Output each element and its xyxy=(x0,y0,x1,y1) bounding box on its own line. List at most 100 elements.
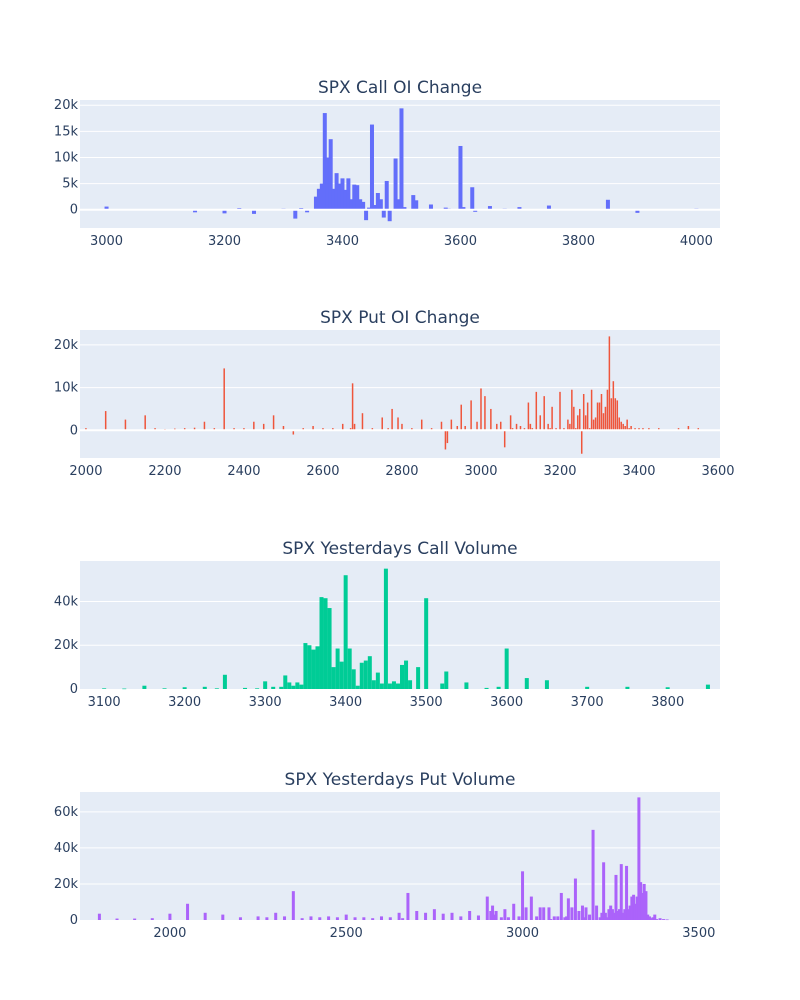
chart-title: SPX Put OI Change xyxy=(320,308,480,328)
bar xyxy=(375,192,380,210)
bar xyxy=(295,682,300,689)
bar xyxy=(203,912,207,920)
bar xyxy=(293,209,298,219)
x-tick-label: 2800 xyxy=(385,464,418,479)
bar xyxy=(602,862,606,920)
bar xyxy=(619,864,623,920)
bar xyxy=(506,917,510,920)
bar xyxy=(511,428,514,431)
bar xyxy=(646,914,650,920)
x-tick-label: 3300 xyxy=(249,695,282,710)
bar xyxy=(655,919,659,920)
x-tick-label: 3700 xyxy=(571,695,604,710)
bar xyxy=(651,917,655,920)
bar xyxy=(233,428,235,431)
y-tick-label: 0 xyxy=(70,203,78,218)
bar xyxy=(649,918,653,920)
bar xyxy=(529,896,533,920)
chart-2: 0 10k 20k 2000 2200 2400 2600 2800 3000 3200 3400 3… xyxy=(54,308,735,479)
bar xyxy=(302,428,304,431)
bar xyxy=(509,415,512,431)
y-tick-label: 20k xyxy=(54,338,79,353)
bar xyxy=(460,404,462,431)
bar xyxy=(387,683,392,689)
bar xyxy=(369,124,374,210)
bar xyxy=(549,428,551,431)
bar xyxy=(341,423,344,431)
bar xyxy=(351,383,354,431)
bar xyxy=(319,183,324,210)
bar xyxy=(263,681,268,689)
bar xyxy=(476,915,480,920)
bar xyxy=(630,896,634,920)
x-tick-label: 2600 xyxy=(306,464,339,479)
bar xyxy=(104,206,109,210)
bar xyxy=(552,916,556,920)
bar xyxy=(687,426,690,431)
bar xyxy=(287,682,292,689)
bar xyxy=(340,178,345,210)
bar xyxy=(470,400,472,431)
bar xyxy=(415,910,419,920)
bar xyxy=(358,199,363,210)
bar xyxy=(547,423,549,431)
bar xyxy=(487,206,492,210)
bar xyxy=(441,913,445,920)
bar xyxy=(559,892,563,920)
bar xyxy=(361,413,364,431)
bar xyxy=(625,865,629,920)
bar xyxy=(614,874,618,920)
x-tick-label: 3200 xyxy=(168,695,201,710)
bar xyxy=(634,428,636,431)
bar xyxy=(440,683,445,689)
bar xyxy=(424,598,429,689)
bar xyxy=(444,430,447,450)
x-tick-label: 3800 xyxy=(562,234,595,249)
bar xyxy=(309,916,313,920)
bar xyxy=(630,426,632,431)
x-tick-label: 3200 xyxy=(543,464,576,479)
bar xyxy=(598,402,601,431)
bar xyxy=(705,684,710,689)
bar xyxy=(183,428,186,431)
bar xyxy=(282,426,285,431)
bar xyxy=(588,428,591,431)
bar xyxy=(628,428,630,431)
bar xyxy=(371,918,375,920)
bar xyxy=(253,421,255,431)
x-tick-label: 2000 xyxy=(69,464,102,479)
bar xyxy=(355,185,360,210)
bar xyxy=(628,905,632,920)
bar xyxy=(515,423,518,431)
bar xyxy=(353,423,356,431)
bar xyxy=(623,909,627,920)
bar xyxy=(411,195,416,210)
bar xyxy=(635,896,639,920)
bar xyxy=(102,688,107,689)
bar xyxy=(637,797,641,920)
bar xyxy=(571,389,573,431)
x-tick-label: 3000 xyxy=(506,926,539,941)
bar xyxy=(379,683,384,689)
bar xyxy=(361,201,366,210)
bar xyxy=(575,428,577,431)
y-tick-label: 10k xyxy=(54,381,79,396)
x-tick-label: 3400 xyxy=(326,234,359,249)
bar xyxy=(503,430,506,448)
bar xyxy=(632,894,636,920)
bar xyxy=(489,910,493,920)
bar xyxy=(312,426,314,431)
y-tick-label: 0 xyxy=(70,423,78,438)
y-tick-label: 40k xyxy=(54,841,79,856)
bar xyxy=(521,871,525,920)
bar xyxy=(476,421,478,431)
bar xyxy=(612,381,615,431)
bar xyxy=(598,917,602,920)
bar xyxy=(406,892,410,920)
bar xyxy=(291,891,295,920)
chart-title: SPX Call OI Change xyxy=(318,78,482,98)
bar xyxy=(243,687,248,689)
bar xyxy=(446,430,449,444)
bar xyxy=(535,391,538,431)
bar xyxy=(605,199,610,210)
